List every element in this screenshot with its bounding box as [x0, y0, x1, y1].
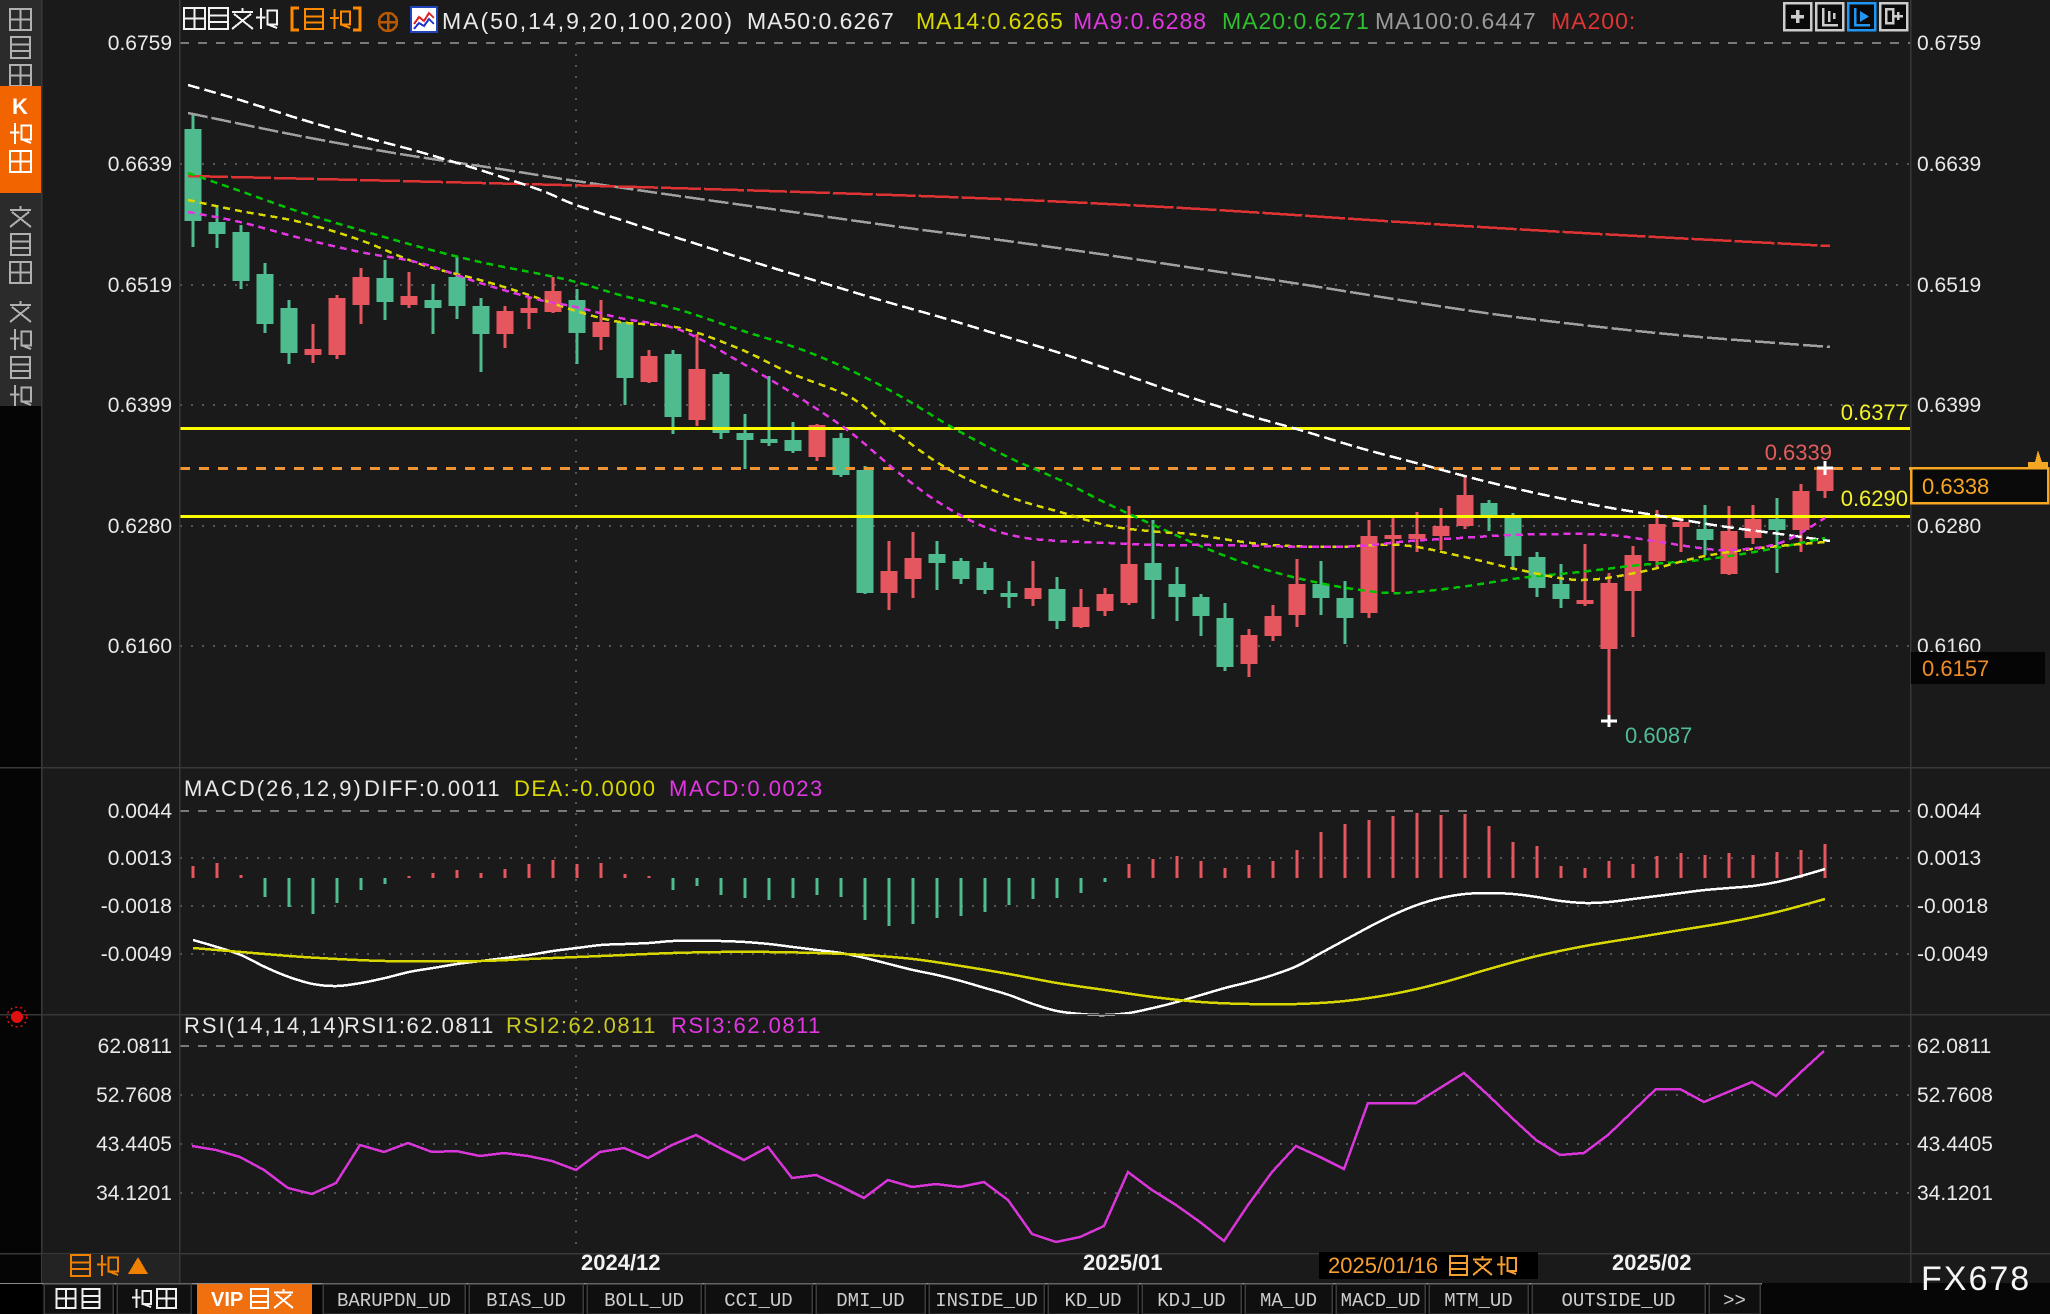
svg-text:MA9:0.6288: MA9:0.6288	[1073, 8, 1207, 34]
svg-text:0.6338: 0.6338	[1922, 474, 1989, 499]
svg-text:>>: >>	[1723, 1290, 1746, 1312]
svg-text:0.6399: 0.6399	[1917, 394, 1981, 417]
svg-text:KD_UD: KD_UD	[1064, 1290, 1121, 1312]
svg-text:MA50:0.6267: MA50:0.6267	[747, 8, 895, 34]
svg-text:0.6290: 0.6290	[1841, 486, 1908, 511]
svg-text:0.6639: 0.6639	[1917, 153, 1981, 176]
svg-text:0.6157: 0.6157	[1922, 656, 1989, 681]
svg-text:BIAS_UD: BIAS_UD	[486, 1290, 566, 1312]
svg-text:0.0044: 0.0044	[1917, 800, 1982, 823]
svg-text:0.6759: 0.6759	[1917, 32, 1981, 55]
svg-text:MA100:0.6447: MA100:0.6447	[1375, 8, 1537, 34]
svg-text:OUTSIDE_UD: OUTSIDE_UD	[1561, 1290, 1675, 1312]
svg-text:BOLL_UD: BOLL_UD	[604, 1290, 684, 1312]
svg-text:0.6280: 0.6280	[108, 515, 172, 538]
svg-text:2025/01: 2025/01	[1083, 1250, 1163, 1275]
svg-text:2025/02: 2025/02	[1612, 1250, 1692, 1275]
svg-text:62.0811: 62.0811	[1917, 1035, 1991, 1058]
svg-text:43.4405: 43.4405	[1917, 1133, 1993, 1156]
svg-text:MACD(26,12,9): MACD(26,12,9)	[184, 776, 363, 801]
svg-text:VIP: VIP	[211, 1289, 243, 1311]
svg-text:MA14:0.6265: MA14:0.6265	[916, 8, 1064, 34]
svg-text:52.7608: 52.7608	[1917, 1084, 1993, 1107]
svg-text:0.6759: 0.6759	[108, 32, 172, 55]
svg-text:34.1201: 34.1201	[96, 1182, 172, 1205]
svg-text:DIFF:0.0011: DIFF:0.0011	[364, 776, 501, 801]
svg-text:DMI_UD: DMI_UD	[836, 1290, 904, 1312]
svg-text:-0.0018: -0.0018	[1917, 895, 1988, 918]
svg-text:BARUPDN_UD: BARUPDN_UD	[337, 1290, 451, 1312]
svg-text:0.0044: 0.0044	[108, 800, 173, 823]
svg-text:2025/01/16: 2025/01/16	[1328, 1253, 1438, 1278]
svg-text:0.6280: 0.6280	[1917, 515, 1981, 538]
svg-text:0.0013: 0.0013	[108, 847, 172, 870]
svg-text:0.6087: 0.6087	[1625, 723, 1692, 748]
svg-text:MA20:0.6271: MA20:0.6271	[1222, 8, 1370, 34]
svg-text:CCI_UD: CCI_UD	[724, 1290, 792, 1312]
svg-text:52.7608: 52.7608	[96, 1084, 172, 1107]
svg-text:MACD_UD: MACD_UD	[1341, 1290, 1421, 1312]
svg-text:DEA:-0.0000: DEA:-0.0000	[514, 776, 656, 801]
svg-text:62.0811: 62.0811	[98, 1035, 172, 1058]
svg-text:0.6399: 0.6399	[108, 394, 172, 417]
svg-text:RSI(14,14,14): RSI(14,14,14)	[184, 1013, 347, 1038]
svg-text:0.6160: 0.6160	[108, 635, 172, 658]
svg-text:0.6639: 0.6639	[108, 153, 172, 176]
svg-text:-0.0049: -0.0049	[1917, 943, 1988, 966]
svg-text:MTM_UD: MTM_UD	[1444, 1290, 1512, 1312]
svg-text:43.4405: 43.4405	[96, 1133, 172, 1156]
svg-text:0.0013: 0.0013	[1917, 847, 1981, 870]
svg-text:2024/12: 2024/12	[581, 1250, 661, 1275]
svg-text:RSI1:62.0811: RSI1:62.0811	[344, 1013, 495, 1038]
svg-text:MACD:0.0023: MACD:0.0023	[669, 776, 824, 801]
svg-text:MA_UD: MA_UD	[1260, 1290, 1317, 1312]
svg-text:KDJ_UD: KDJ_UD	[1157, 1290, 1225, 1312]
svg-text:MA(50,14,9,20,100,200): MA(50,14,9,20,100,200)	[442, 8, 734, 34]
svg-text:K: K	[12, 94, 28, 119]
svg-text:0.6519: 0.6519	[1917, 274, 1981, 297]
svg-text:0.6339: 0.6339	[1765, 440, 1832, 465]
svg-text:INSIDE_UD: INSIDE_UD	[935, 1290, 1038, 1312]
svg-text:-0.0018: -0.0018	[101, 895, 172, 918]
svg-text:RSI3:62.0811: RSI3:62.0811	[671, 1013, 822, 1038]
svg-text:FX678: FX678	[1921, 1260, 2031, 1298]
svg-text:MA200:: MA200:	[1551, 8, 1636, 34]
svg-text:RSI2:62.0811: RSI2:62.0811	[506, 1013, 657, 1038]
svg-text:-0.0049: -0.0049	[101, 943, 172, 966]
svg-text:0.6377: 0.6377	[1841, 400, 1908, 425]
svg-text:0.6519: 0.6519	[108, 274, 172, 297]
svg-text:34.1201: 34.1201	[1917, 1182, 1993, 1205]
